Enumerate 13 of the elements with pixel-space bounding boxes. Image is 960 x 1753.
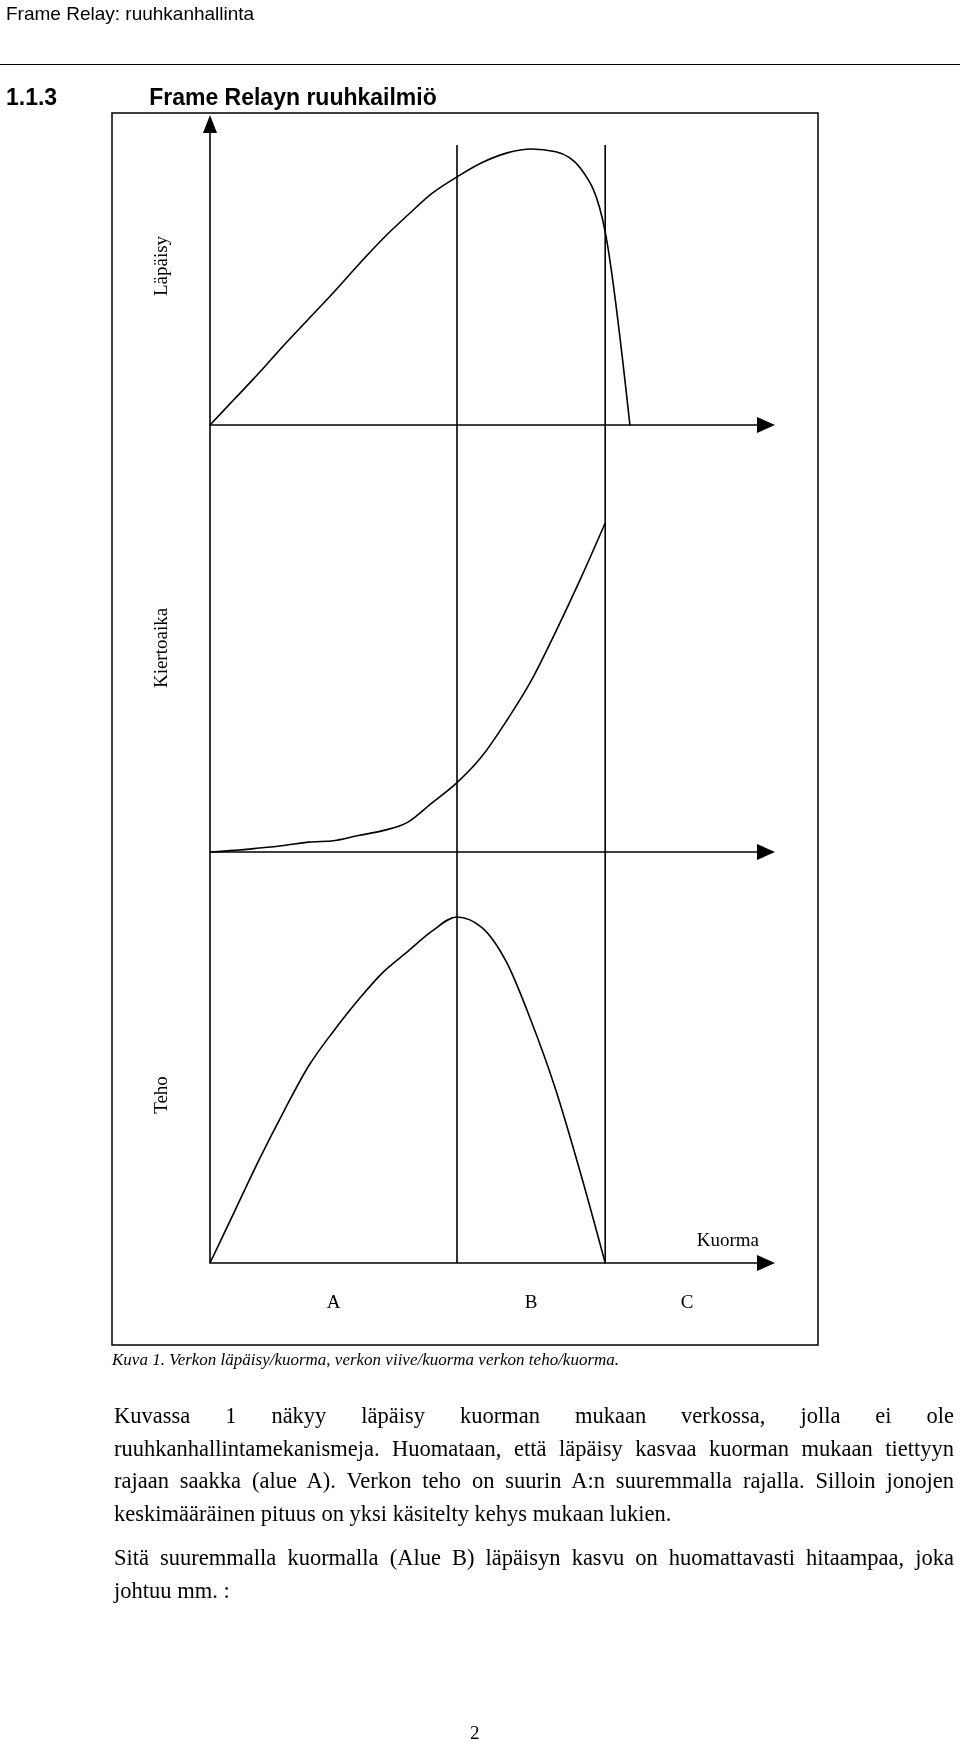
text: Sitä suuremmalla kuormalla (Alue B) läpäisyn kasvu on huomattavasti hitaampaa, joka johtuu mm. : xyxy=(114,1544,954,1605)
chart-title: 1.1.3 Frame Relayn ruuhkailmiö xyxy=(6,84,437,111)
y-axis-title: Teho xyxy=(150,1076,171,1114)
text: B xyxy=(524,1291,538,1312)
text: C xyxy=(680,1291,694,1312)
text: Kuva 1. Verkon läpäisy/kuorma, verkon viive/kuorma verkon teho/kuorma. xyxy=(112,1350,620,1370)
y-axis-title: Läpäisy xyxy=(150,235,171,297)
text: Frame Relay: ruuhkanhallinta xyxy=(6,3,255,25)
x-axis-title: Kuorma xyxy=(696,1229,760,1250)
y-axis-title: Kiertoaika xyxy=(150,607,171,689)
text: A xyxy=(326,1291,341,1312)
text: Kuvassa 1 näkyy läpäisy kuorman mukaan verkossa, jolla ei ole ruuhkanhallintamekanismeja. Huomataan, että läpäisy kasvaa kuorman mukaan tiettyyn rajaan saakka (alue A). Verkon teho on suurin A:n suuremmalla rajalla. Silloin jonojen keskimääräinen pituus on yksi käsitelty kehys mukaan lukien. xyxy=(114,1402,954,1528)
text: 2 xyxy=(470,1722,480,1744)
